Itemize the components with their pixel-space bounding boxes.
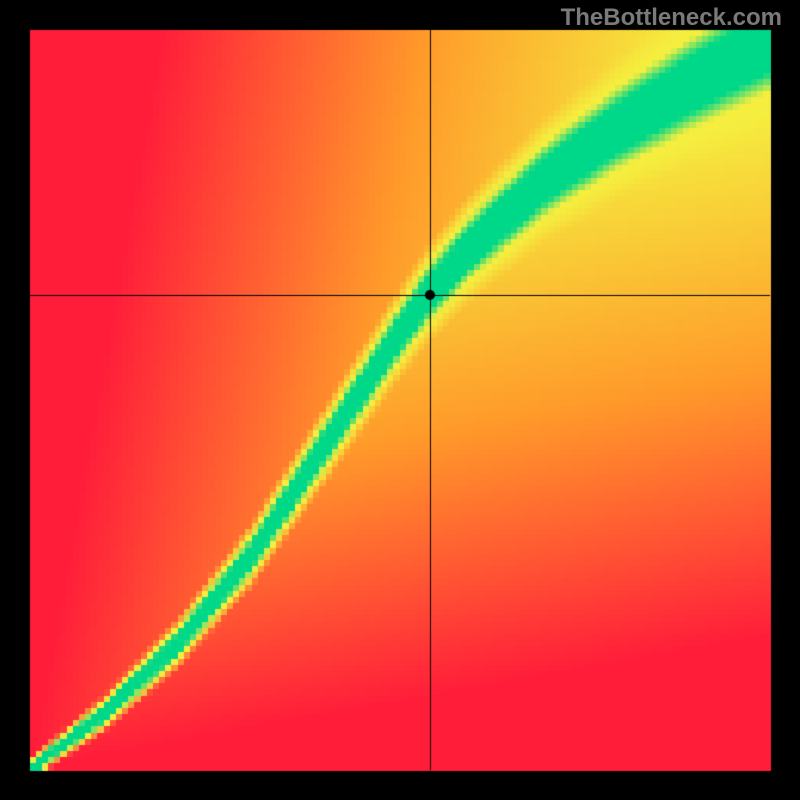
root: TheBottleneck.com <box>0 0 800 800</box>
bottleneck-heatmap <box>0 0 800 800</box>
watermark-text: TheBottleneck.com <box>561 4 782 32</box>
